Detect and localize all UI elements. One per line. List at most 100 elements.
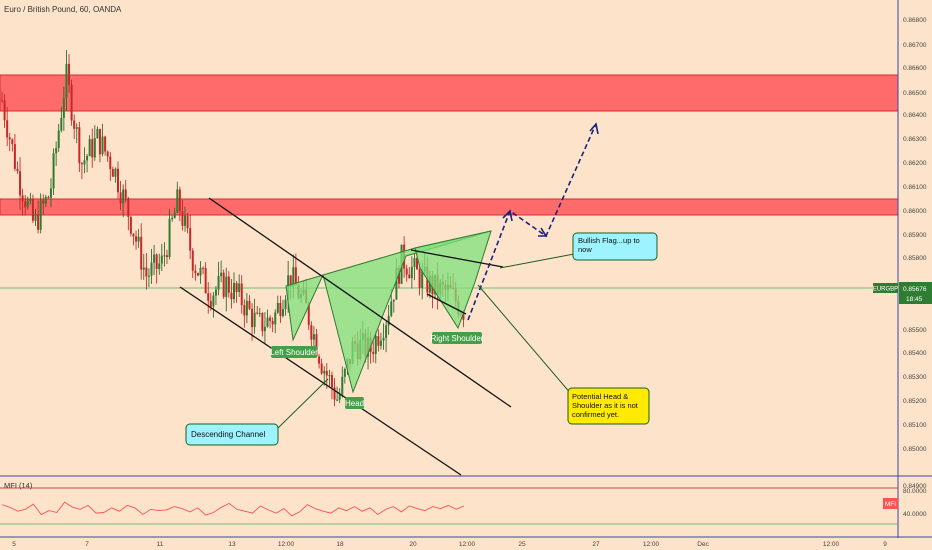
candle-body — [140, 236, 143, 270]
candle-body — [418, 269, 421, 288]
price-label: 0.85300 — [903, 374, 927, 381]
left-shoulder-label[interactable]: Left Shoulder — [270, 346, 318, 358]
candle-body — [284, 299, 287, 310]
candle-body — [413, 258, 416, 267]
time-label: 12:00 — [459, 541, 476, 548]
candle-body — [253, 312, 256, 327]
candle-body — [266, 317, 269, 327]
candle-body — [145, 267, 148, 277]
candle-body — [111, 169, 114, 177]
candle-body — [49, 188, 52, 198]
price-label: 0.84900 — [903, 483, 927, 490]
projection-path[interactable] — [467, 123, 597, 321]
time-axis[interactable]: 5 7 11 13 12:00 18 20 12:00 25 27 12:00 Dec 12:00 9 — [12, 541, 887, 548]
symbol-badge: EURGBP — [873, 283, 898, 293]
candle-body — [42, 200, 45, 204]
candle-body — [135, 236, 138, 242]
candle-body — [276, 303, 279, 313]
flag-upper-line[interactable] — [410, 249, 504, 268]
candle-body — [289, 275, 292, 287]
candle-body — [209, 300, 212, 307]
candle-body — [372, 351, 375, 354]
channel-lower-line[interactable] — [179, 286, 462, 476]
left-shoulder-shape[interactable] — [285, 274, 324, 342]
descending-channel-pointer — [275, 378, 329, 431]
candle-body — [153, 254, 156, 263]
candle-body — [13, 144, 16, 169]
potential-hs-line-1: Potential Head & — [572, 392, 628, 401]
time-label: 11 — [157, 541, 164, 548]
mfi-badge-text: MFI — [885, 501, 896, 508]
price-label-second: 0.86700 — [903, 42, 927, 49]
candle-body — [86, 156, 89, 161]
candle-body — [88, 139, 91, 157]
price-label: 0.85500 — [903, 327, 927, 334]
candle-body — [248, 300, 251, 309]
right-shoulder-shape[interactable] — [414, 230, 492, 330]
candle-body — [196, 272, 199, 276]
candle-body — [374, 336, 377, 354]
candle-body — [387, 315, 390, 326]
current-price-text: 0.85676 — [903, 286, 927, 293]
candle-body — [462, 314, 465, 320]
price-label: 0.85900 — [903, 232, 927, 239]
price-label: 0.85400 — [903, 350, 927, 357]
bullish-flag-callout[interactable]: Bullish Flag...up to now — [572, 232, 658, 261]
candle-body — [119, 192, 122, 204]
channel-upper-line[interactable] — [208, 197, 512, 408]
candle-body — [320, 363, 323, 374]
mfi-axis-label-80: 80.0000 — [903, 488, 927, 495]
candle-body — [307, 303, 310, 326]
resistance-zone-lower[interactable] — [0, 198, 899, 216]
bullish-flag-pointer — [499, 253, 575, 269]
candle-body — [281, 309, 284, 316]
candle-body — [127, 198, 130, 217]
candle-body — [333, 387, 336, 400]
candle-body — [70, 84, 73, 121]
candle-body — [160, 255, 163, 264]
candle-body — [114, 168, 117, 177]
descending-channel-callout[interactable]: Descending Channel — [185, 423, 279, 446]
candle-body — [194, 270, 197, 273]
candle-body — [3, 100, 6, 121]
right-shoulder-label[interactable]: Right Shoulder — [431, 332, 484, 344]
candle-body — [395, 267, 398, 300]
mfi-axis-label-40: 40.0000 — [903, 511, 927, 518]
flag-lower-line[interactable] — [426, 293, 467, 315]
price-axis[interactable]: 0.86600 0.86500 0.86400 0.86300 0.86200 0.861… — [903, 65, 927, 490]
candle-body — [124, 189, 127, 199]
candle-body — [377, 336, 380, 346]
candle-body — [168, 218, 171, 258]
candle-body — [199, 267, 202, 276]
time-label: 18 — [336, 541, 344, 548]
candle-body — [217, 276, 220, 290]
candle-body — [392, 299, 395, 302]
candle-body — [227, 276, 230, 293]
head-text: Head — [345, 399, 364, 408]
candle-body — [181, 211, 184, 226]
resistance-zone-upper[interactable] — [0, 74, 899, 112]
candle-body — [173, 212, 176, 219]
mfi-line — [1, 501, 465, 517]
candle-body — [55, 148, 58, 154]
left-shoulder-text: Left Shoulder — [270, 348, 318, 357]
candle-body — [65, 63, 68, 99]
head-label[interactable]: Head — [345, 397, 364, 409]
candle-body — [235, 283, 238, 293]
candle-body — [338, 394, 341, 400]
candle-body — [279, 303, 282, 316]
candle-body — [379, 340, 382, 346]
bullish-flag-text-line1: Bullish Flag...up to — [578, 236, 640, 245]
mfi-title: MFI (14) — [4, 481, 33, 490]
candle-body — [214, 289, 217, 296]
price-label: 0.86600 — [903, 65, 927, 72]
candle-body — [24, 201, 27, 208]
time-label: 5 — [12, 541, 16, 548]
current-price-badge: 0.85676 18:45 — [899, 282, 932, 304]
time-label: Dec — [697, 541, 709, 548]
candle-body — [1, 100, 3, 102]
time-label: 25 — [518, 541, 526, 548]
potential-hs-callout[interactable]: Potential Head & Shoulder as it is not c… — [567, 387, 650, 425]
candle-body — [256, 312, 259, 314]
